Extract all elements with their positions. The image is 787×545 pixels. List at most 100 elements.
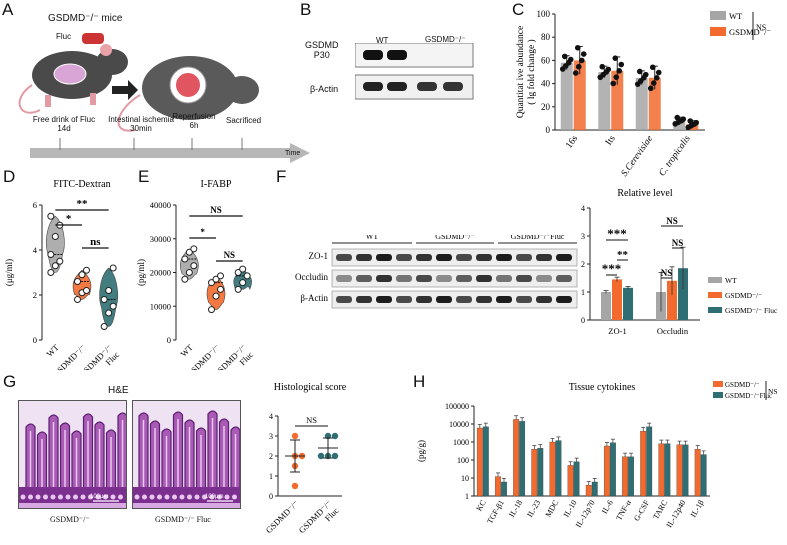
e-point — [190, 245, 198, 253]
h-bar — [549, 441, 556, 497]
f-blot-band — [456, 254, 472, 261]
f-legend-swatch — [708, 307, 722, 313]
c-point — [599, 63, 606, 70]
d-point — [83, 266, 90, 274]
e-point — [181, 275, 189, 283]
f-bar — [623, 287, 633, 320]
h-bar — [555, 440, 562, 497]
h-bar — [604, 445, 610, 497]
e-point — [185, 248, 193, 256]
h-legend-label: GSDMD⁻/⁻Fluc — [725, 392, 772, 400]
h-category-label: TNF-α — [614, 498, 633, 522]
g-ytick-label: 0 — [269, 492, 273, 501]
f-blot-band — [376, 275, 392, 282]
h-ytick-label: 10000 — [449, 420, 469, 429]
d-ylabel: (μg/ml) — [4, 259, 14, 286]
f-sig-label: ** — [617, 249, 629, 261]
c-ylabel: Quantitat ive abundance( lg fold change … — [516, 26, 537, 118]
f-blot-band — [336, 296, 352, 303]
f-blot-band — [436, 296, 452, 303]
d-sig-label: * — [66, 213, 72, 225]
c-legend-swatch — [710, 11, 726, 20]
h-ytick-label: 1 — [465, 492, 469, 501]
panel-a-schematic — [18, 33, 310, 163]
f-blot-band — [376, 296, 392, 303]
h-annotation: NS — [768, 387, 778, 396]
f-bar — [667, 280, 677, 320]
f-blot-band — [356, 296, 372, 303]
f-blot-group-label: GSDMD⁻/⁻Fluc — [511, 235, 565, 241]
d-point — [47, 212, 55, 220]
f-blot-band — [456, 275, 472, 282]
d-point — [47, 251, 55, 258]
c-point — [636, 68, 643, 75]
g-ytick-label: 2 — [269, 452, 273, 461]
c-category-label: Its — [604, 134, 618, 148]
f-blot-band — [436, 254, 452, 261]
d-point — [100, 323, 108, 330]
f-blot-band — [396, 275, 412, 282]
f-blot-band — [496, 296, 512, 303]
f-blot-band — [556, 296, 572, 303]
c-legend-label: WT — [729, 11, 743, 21]
h-bar — [519, 421, 526, 497]
c-ytick-label: 20 — [541, 102, 551, 112]
f-blot-band — [456, 296, 472, 303]
c-point — [613, 74, 620, 80]
blot-b-row2-label: β-Actin — [310, 84, 339, 94]
f-blot-band — [476, 275, 492, 282]
f-blot-row-label: Occludin — [295, 272, 328, 282]
d-point — [105, 287, 113, 294]
c-ytick-label: 40 — [541, 79, 551, 89]
d-point — [51, 262, 59, 270]
blot-b-col-ko: GSDMD⁻/⁻ — [425, 35, 466, 44]
c-point — [575, 63, 582, 70]
chart-g: Histological score 0 1 2 3 4 GSDMD⁻/⁻GSDMD⁻/⁻F… — [264, 382, 347, 535]
h-bar — [501, 481, 507, 497]
c-point — [680, 116, 687, 122]
c-ytick-label: 0 — [546, 125, 551, 135]
h-category-label: TARC — [651, 499, 669, 521]
h-legend-swatch — [713, 381, 723, 387]
h-bar — [610, 442, 616, 497]
f-legend-label: GSDMD⁻/⁻ Fluc — [725, 306, 778, 315]
h-ytick-label: 100 — [457, 456, 469, 465]
f-bar — [612, 279, 622, 320]
timeline-arrow — [30, 143, 310, 163]
f-blot-band — [336, 254, 352, 261]
h-ytick-label: 10 — [461, 474, 469, 483]
h-ylabel: (pg/g) — [416, 440, 426, 462]
h-bar — [495, 476, 501, 497]
f-blot-band — [516, 275, 532, 282]
h-bar — [531, 449, 538, 497]
e-sig-label: NS — [224, 250, 236, 260]
f-ytick-label: 2 — [581, 260, 585, 269]
f-blot-group-label: GSDMD⁻/⁻ — [435, 235, 475, 241]
g-ytick-label: 3 — [269, 432, 273, 441]
c-bar — [635, 77, 648, 130]
e-point — [181, 255, 189, 263]
c-category-label: 16s — [564, 134, 580, 151]
e-title: I-FABP — [201, 179, 232, 190]
scale-bar-right: 100μm — [205, 494, 224, 500]
f-blot-band — [516, 296, 532, 303]
time-label: Time — [285, 150, 301, 157]
f-blot-band — [356, 254, 372, 261]
c-point — [653, 75, 660, 81]
f-blot-band — [496, 275, 512, 282]
h-bar — [622, 456, 628, 497]
f-ytick-label: 1 — [581, 288, 585, 297]
d-sig-label: ** — [77, 198, 89, 210]
h-bar — [482, 426, 489, 497]
d-point — [47, 269, 55, 276]
he-caption-left: GSDMD⁻/⁻ — [50, 515, 90, 524]
f-bar — [601, 292, 611, 320]
c-point — [618, 61, 625, 68]
h-bar — [628, 456, 634, 497]
e-ytick-label: 10000 — [150, 301, 171, 311]
chart-e: I-FABP010000200003000040000(pg/ml)WTGSDM… — [136, 179, 255, 370]
c-point — [687, 118, 694, 124]
d-sig-label: ns — [90, 236, 101, 248]
